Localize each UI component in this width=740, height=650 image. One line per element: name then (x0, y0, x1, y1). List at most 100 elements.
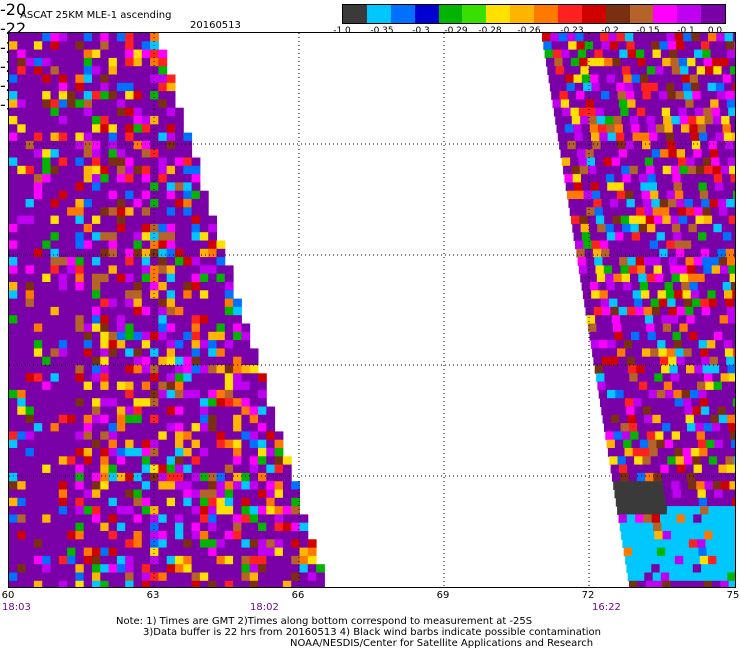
data-pixel (83, 381, 93, 391)
data-pixel (717, 199, 727, 208)
data-pixel (551, 91, 560, 100)
data-pixel (710, 306, 719, 316)
data-pixel (58, 33, 68, 42)
data-pixel (658, 190, 668, 200)
data-pixel (150, 406, 159, 416)
data-pixel (613, 431, 623, 441)
data-pixel (33, 240, 43, 250)
data-pixel (224, 356, 234, 366)
data-pixel (579, 215, 589, 225)
data-pixel (686, 365, 695, 374)
data-pixel (83, 265, 93, 275)
data-pixel (42, 157, 51, 167)
data-pixel (630, 381, 640, 391)
data-pixel (233, 431, 242, 441)
data-pixel (682, 448, 692, 457)
data-pixel (684, 406, 694, 416)
data-pixel (715, 182, 724, 192)
data-pixel (17, 389, 27, 399)
data-pixel (291, 547, 300, 557)
data-pixel (707, 398, 717, 407)
data-pixel (258, 522, 267, 532)
data-pixel (725, 506, 734, 515)
data-pixel (208, 398, 217, 407)
data-pixel (642, 91, 652, 100)
data-pixel (125, 190, 134, 200)
data-pixel (83, 232, 93, 241)
data-pixel (241, 539, 251, 549)
data-pixel (307, 572, 317, 582)
data-pixel (133, 464, 143, 474)
data-pixel (191, 190, 201, 200)
data-pixel (75, 140, 85, 150)
data-pixel (191, 215, 201, 225)
data-pixel (640, 389, 649, 399)
data-pixel (659, 456, 668, 466)
data-pixel (108, 33, 118, 42)
data-pixel (569, 49, 579, 59)
data-pixel (582, 132, 592, 142)
data-pixel (674, 398, 684, 407)
data-pixel (691, 348, 701, 358)
data-pixel (17, 132, 27, 142)
data-pixel (199, 406, 209, 416)
data-pixel (216, 572, 226, 582)
data-pixel (608, 33, 618, 42)
data-pixel (573, 74, 583, 84)
data-pixel (125, 132, 134, 142)
data-pixel (266, 406, 276, 416)
data-pixel (75, 389, 85, 399)
data-pixel (694, 207, 703, 217)
data-pixel (108, 223, 118, 233)
data-pixel (725, 140, 734, 150)
data-pixel (100, 481, 110, 490)
data-pixel (175, 340, 184, 349)
data-pixel (680, 539, 690, 549)
data-pixel (233, 365, 242, 374)
data-pixel (646, 531, 655, 540)
data-pixel (696, 481, 705, 490)
data-pixel (688, 116, 697, 125)
data-pixel (241, 497, 251, 507)
data-pixel (33, 481, 43, 490)
data-pixel (594, 49, 604, 59)
data-pixel (599, 132, 609, 142)
data-pixel (282, 506, 292, 515)
data-pixel (50, 174, 60, 183)
data-pixel (83, 66, 93, 75)
data-pixel (158, 140, 168, 150)
data-pixel (600, 190, 609, 200)
data-pixel (719, 472, 729, 482)
data-pixel (166, 431, 176, 441)
data-pixel (116, 265, 126, 275)
data-pixel (729, 323, 735, 333)
data-pixel (611, 49, 620, 59)
data-pixel (17, 331, 27, 341)
data-pixel (607, 340, 617, 349)
data-pixel (274, 580, 284, 587)
data-pixel (208, 472, 217, 482)
data-pixel (141, 232, 151, 241)
data-pixel (576, 248, 586, 258)
data-pixel (692, 564, 702, 573)
data-pixel (636, 365, 645, 374)
data-pixel (624, 398, 634, 407)
data-pixel (125, 298, 134, 308)
data-pixel (583, 82, 592, 92)
data-pixel (158, 506, 168, 515)
data-pixel (92, 298, 101, 308)
data-pixel (42, 531, 51, 540)
data-pixel (50, 132, 60, 142)
data-pixel (58, 199, 68, 208)
data-pixel (25, 265, 35, 275)
data-pixel (42, 323, 51, 333)
data-pixel (33, 514, 43, 524)
data-pixel (668, 199, 677, 208)
data-pixel (627, 572, 637, 582)
data-pixel (199, 290, 209, 300)
data-pixel (699, 33, 709, 42)
data-pixel (42, 240, 51, 250)
data-pixel (715, 497, 725, 507)
data-pixel (83, 132, 93, 142)
data-pixel (33, 356, 43, 366)
